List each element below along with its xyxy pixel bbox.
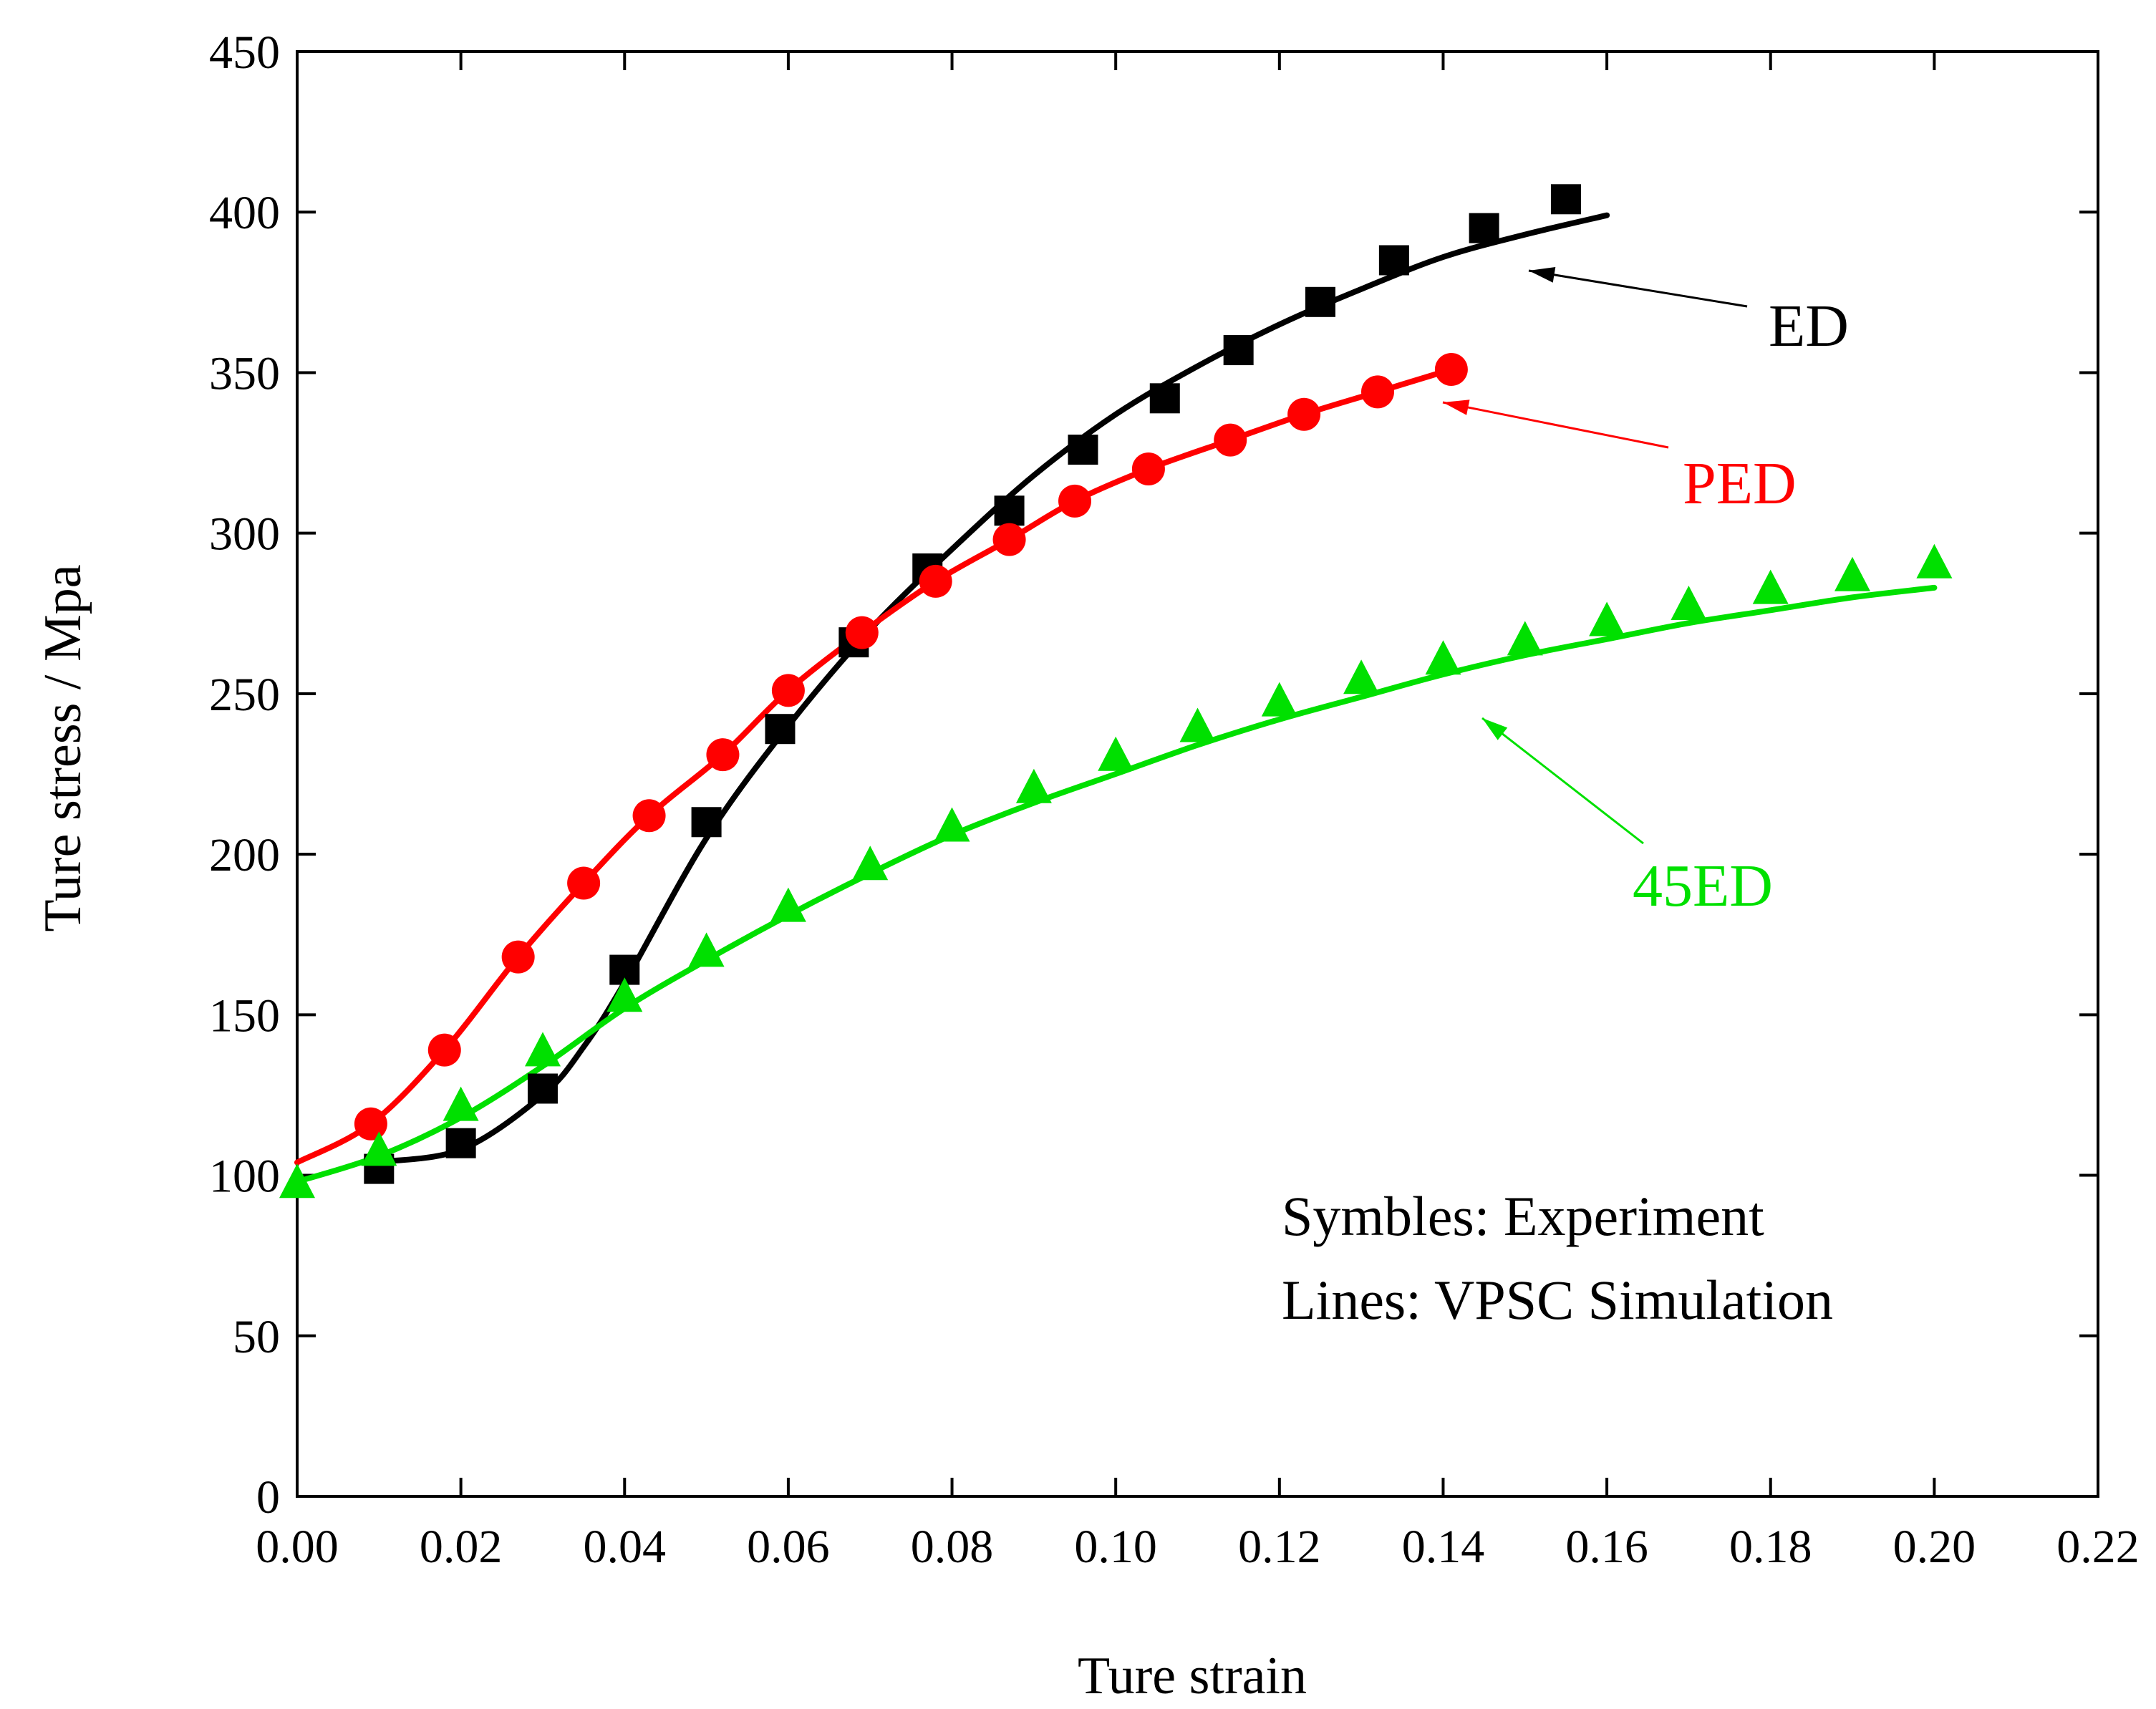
x-tick-label: 0.02 [420,1521,503,1573]
x-tick-label: 0.20 [1893,1521,1976,1573]
symbols-note: Symbles: Experiment [1282,1185,1764,1247]
experiment-point-ed [1305,286,1335,317]
arrow-45ed [1481,717,1644,845]
y-axis-title: Ture stress / Mpa [34,564,92,931]
experiment-point-ped [992,523,1026,556]
y-tick-label: 350 [209,347,280,400]
experiment-point-45ed [1343,659,1380,694]
y-tick-label: 200 [209,829,280,881]
experiment-point-ped [567,866,601,900]
experiment-point-ped [845,616,879,649]
experiment-point-ed [765,714,796,745]
experiment-point-ed [527,1073,558,1104]
series-label-ped: PED [1683,450,1797,517]
x-tick-label: 0.16 [1565,1521,1648,1573]
arrow-ed [1528,269,1748,308]
y-tick-label: 300 [209,508,280,561]
y-tick-label: 0 [256,1471,280,1524]
experiment-point-ed [1149,383,1180,414]
arrowhead-ed [1529,267,1556,283]
arrow-ped [1442,401,1669,449]
x-tick-label: 0.10 [1074,1521,1157,1573]
x-tick-label: 0.14 [1402,1521,1485,1573]
experiment-point-ed [994,495,1025,526]
experiment-point-45ed [1015,768,1052,803]
y-tick-label: 100 [209,1151,280,1203]
experiment-point-45ed [1261,682,1297,717]
experiment-point-ped [771,674,805,707]
experiment-point-ped [1058,484,1092,518]
experiment-point-45ed [1916,543,1953,578]
experiment-point-45ed [361,1131,397,1166]
y-tick-label: 400 [209,187,280,239]
y-tick-label: 450 [209,26,280,79]
experiment-point-ped [632,799,666,833]
experiment-point-45ed [852,846,889,881]
experiment-point-ped [1361,375,1394,409]
x-tick-label: 0.04 [584,1521,667,1573]
x-tick-label: 0.00 [256,1521,339,1573]
arrowhead-ped [1443,400,1470,415]
arrowhead-45ed [1482,718,1508,740]
y-tick-label: 250 [209,669,280,721]
axes: 0.00 0.02 0.04 0.06 0.08 0.10 0.12 0.14 0.16 0.18… [209,26,2140,1573]
experiment-markers [279,184,1953,1199]
simulation-line-45ed [294,584,1938,1185]
experiment-point-45ed [934,807,970,842]
experiment-point-45ed [1752,569,1789,604]
experiment-point-ped [1434,352,1468,386]
x-tick-label: 0.12 [1238,1521,1321,1573]
experiment-point-ped [354,1107,387,1141]
experiment-point-45ed [1834,556,1870,591]
y-tick-label: 50 [233,1311,280,1363]
experiment-point-45ed [688,932,725,967]
experiment-point-ed [691,807,722,838]
experiment-point-45ed [1507,621,1543,656]
lines-note: Lines: VPSC Simulation [1282,1269,1833,1331]
plot-frame [296,50,2099,1498]
y-tick-label: 150 [209,989,280,1042]
x-tick-label: 0.22 [2056,1521,2140,1573]
x-tick-label: 0.18 [1729,1521,1812,1573]
experiment-point-45ed [1179,707,1216,742]
experiment-point-ed [1378,245,1409,276]
experiment-point-ped [427,1033,461,1067]
experiment-point-45ed [1425,640,1461,675]
series-label-ed: ED [1769,293,1849,359]
series-label-45ed: 45ED [1633,853,1773,919]
experiment-point-ed [445,1128,476,1158]
experiment-point-ped [706,738,740,772]
experiment-point-45ed [1098,736,1134,771]
experiment-point-ped [919,564,952,598]
experiment-point-ped [1131,452,1165,485]
experiment-point-ed [1550,184,1581,215]
experiment-point-ed [1068,435,1098,465]
experiment-point-45ed [770,887,806,922]
experiment-point-45ed [1589,601,1625,636]
experiment-point-ed [1223,335,1254,366]
experiment-point-ped [501,940,535,974]
experiment-point-ped [1214,423,1247,457]
experiment-point-45ed [525,1032,561,1067]
experiment-point-ped [1287,397,1321,431]
x-tick-label: 0.06 [747,1521,830,1573]
experiment-point-45ed [443,1086,479,1121]
experiment-point-45ed [279,1163,315,1199]
series-labels: ED PED 45ED [1442,267,1849,919]
experiment-point-45ed [606,977,643,1012]
x-axis-title: Ture strain [1078,1647,1307,1705]
experiment-point-45ed [1671,586,1707,620]
experiment-point-ed [1469,213,1499,243]
x-tick-label: 0.08 [911,1521,994,1573]
